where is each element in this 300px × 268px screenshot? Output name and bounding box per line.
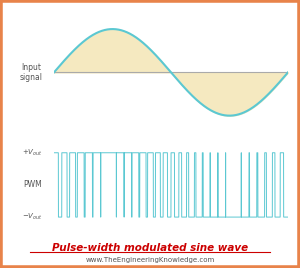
Text: $+V_{out}$: $+V_{out}$ bbox=[22, 148, 43, 158]
Text: www.TheEngineeringKnowledge.com: www.TheEngineeringKnowledge.com bbox=[85, 257, 214, 263]
Text: PWM: PWM bbox=[23, 180, 42, 189]
Text: Pulse-width modulated sine wave: Pulse-width modulated sine wave bbox=[52, 243, 248, 253]
Text: Input
signal: Input signal bbox=[20, 63, 42, 82]
Text: $-V_{out}$: $-V_{out}$ bbox=[22, 212, 43, 222]
